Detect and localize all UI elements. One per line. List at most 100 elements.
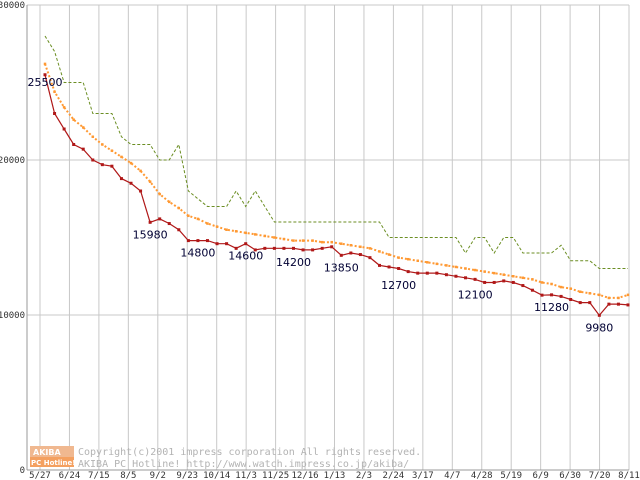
series-point-min-price — [349, 251, 353, 255]
series-point-avg-price — [454, 265, 458, 269]
series-point-avg-price — [234, 230, 238, 233]
data-label: 12700 — [381, 279, 416, 292]
x-tick-label: 9/23 — [176, 471, 198, 480]
data-label: 25500 — [28, 76, 63, 89]
series-point-avg-price — [225, 228, 228, 231]
series-point-avg-price — [167, 200, 171, 204]
data-label: 13850 — [324, 261, 359, 274]
series-point-min-price — [492, 280, 496, 284]
series-point-min-price — [139, 189, 143, 193]
series-point-avg-price — [330, 240, 333, 244]
series-point-min-price — [234, 246, 238, 250]
series-point-avg-price — [397, 256, 400, 259]
series-point-min-price — [483, 280, 487, 284]
series-point-min-price — [110, 164, 114, 168]
data-label: 14200 — [276, 256, 311, 269]
series-point-min-price — [425, 271, 429, 275]
x-tick-label: 10/14 — [203, 471, 230, 480]
data-label: 9980 — [585, 321, 613, 334]
data-label: 14600 — [228, 250, 263, 263]
series-point-min-price — [119, 177, 123, 181]
series-point-avg-price — [196, 217, 200, 221]
series-point-min-price — [626, 303, 630, 307]
series-point-min-price — [167, 222, 171, 226]
series-point-avg-price — [464, 267, 467, 270]
watermark-logo-bottom: PC Hotline! — [31, 459, 75, 467]
series-point-avg-price — [62, 106, 66, 109]
series-line-min-price — [44, 74, 629, 317]
series-point-min-price — [225, 242, 229, 246]
x-tick-label: 6/30 — [559, 471, 581, 480]
x-tick-label: 8/11 — [618, 471, 640, 480]
series-point-min-price — [186, 239, 190, 243]
watermark-url: AKIBA PC Hotline! http://www.watch.impre… — [78, 459, 409, 470]
series-point-min-price — [473, 277, 477, 281]
series-point-min-price — [607, 302, 611, 306]
series-point-min-price — [244, 242, 248, 246]
series-point-avg-price — [101, 143, 104, 146]
x-tick-label: 7/15 — [88, 471, 110, 480]
series-point-avg-price — [53, 90, 56, 94]
series-point-avg-price — [110, 149, 114, 152]
y-tick-label: 30000 — [0, 1, 25, 11]
series-point-avg-price — [588, 292, 592, 295]
series-point-avg-price — [177, 206, 181, 210]
series-point-avg-price — [301, 239, 305, 242]
series-point-avg-price — [607, 296, 611, 300]
series-point-avg-price — [206, 222, 209, 225]
data-label-layer: 25500 15980 14800 14600 14200 13850 12700 12100… — [28, 76, 614, 335]
series-point-min-price — [444, 273, 448, 277]
series-point-avg-price — [368, 247, 372, 250]
series-point-avg-price — [502, 273, 506, 276]
x-tick-label: 6/24 — [59, 471, 81, 480]
series-point-min-price — [540, 293, 544, 297]
series-point-avg-price — [540, 281, 544, 284]
series-point-min-price — [62, 127, 66, 131]
series-point-min-price — [416, 271, 420, 275]
x-tick-label: 4/7 — [444, 471, 460, 480]
series-point-min-price — [320, 246, 324, 250]
watermark-logo-bottom-box — [30, 457, 74, 467]
series-point-avg-price — [569, 287, 572, 290]
series-point-avg-price — [292, 239, 295, 242]
series-point-min-price — [253, 248, 257, 252]
series-point-avg-price — [148, 180, 152, 183]
series-point-avg-price — [120, 155, 123, 159]
series-point-avg-price — [320, 240, 324, 244]
series-point-min-price — [91, 158, 95, 162]
series-layer — [43, 35, 630, 317]
series-point-avg-price — [406, 257, 410, 261]
series-point-avg-price — [349, 244, 353, 247]
series-point-avg-price — [215, 225, 219, 228]
series-point-avg-price — [91, 135, 95, 138]
series-point-avg-price — [273, 236, 276, 239]
series-point-min-price — [301, 248, 305, 252]
x-tick-label: 11/3 — [235, 471, 257, 480]
series-point-min-price — [158, 217, 162, 221]
series-point-avg-price — [473, 268, 477, 272]
data-label: 11280 — [534, 301, 569, 314]
series-point-avg-price — [43, 62, 47, 66]
series-point-avg-price — [559, 285, 563, 289]
series-point-avg-price — [282, 237, 286, 241]
series-point-min-price — [196, 239, 200, 243]
series-point-avg-price — [244, 231, 247, 235]
series-point-avg-price — [531, 278, 534, 281]
x-tick-label: 8/5 — [120, 471, 136, 480]
x-tick-label: 3/17 — [412, 471, 434, 480]
series-point-avg-price — [626, 293, 630, 297]
series-point-avg-price — [340, 242, 343, 245]
series-point-avg-price — [512, 275, 515, 278]
x-tick-label: 9/2 — [150, 471, 166, 480]
x-tick-label: 1/13 — [324, 471, 346, 480]
series-point-min-price — [387, 265, 391, 269]
series-point-avg-price — [359, 245, 362, 249]
series-point-min-price — [616, 302, 620, 306]
series-point-min-price — [72, 143, 76, 146]
series-point-min-price — [263, 246, 267, 250]
series-point-avg-price — [416, 259, 419, 262]
series-point-avg-price — [139, 169, 142, 173]
